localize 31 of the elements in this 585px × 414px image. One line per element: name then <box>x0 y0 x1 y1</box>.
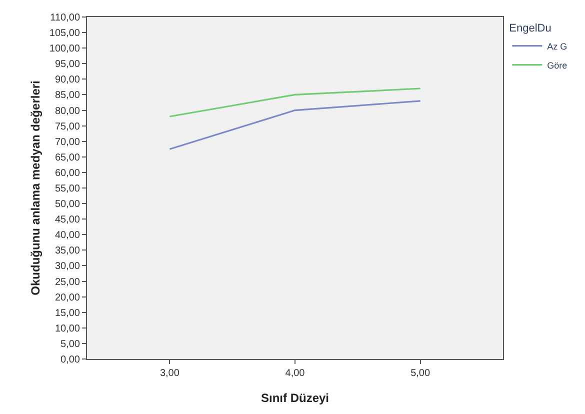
y-tick-label: 95,00 <box>54 59 80 70</box>
legend-label: Az G <box>547 41 568 52</box>
y-tick-label: 75,00 <box>54 121 80 132</box>
y-tick-label: 10,00 <box>54 323 80 334</box>
y-tick-label: 15,00 <box>54 308 80 319</box>
y-tick-label: 70,00 <box>54 136 80 148</box>
x-axis-title: Sınıf Düzeyi <box>260 390 330 405</box>
y-tick-label: 25,00 <box>54 276 80 288</box>
y-tick-label: 55,00 <box>54 184 80 194</box>
y-tick-label: 5,00 <box>60 338 80 350</box>
y-tick-label: 60,00 <box>54 168 80 179</box>
y-tick-label: 85,00 <box>54 90 80 102</box>
y-tick-label: 40,00 <box>54 230 80 242</box>
x-tick-label: 5,00 <box>410 368 430 379</box>
y-axis-title: Okuduğunu anlama medyan değerleri <box>28 80 43 296</box>
y-tick-label: 110,00 <box>50 12 80 24</box>
legend-title: EngelDu <box>509 22 552 34</box>
y-tick-label: 65,00 <box>54 152 80 164</box>
y-tick-label: 30,00 <box>54 261 80 272</box>
y-tick-label: 100,00 <box>49 44 80 55</box>
y-tick-label: 105,00 <box>49 28 80 40</box>
y-tick-label: 0,00 <box>60 354 80 366</box>
y-tick-label: 90,00 <box>54 74 80 86</box>
y-tick-label: 35,00 <box>54 246 80 257</box>
y-tick-label: 45,00 <box>54 214 80 226</box>
x-tick-label: 3,00 <box>160 368 180 379</box>
x-tick-label: 4,00 <box>285 368 306 379</box>
y-tick-label: 80,00 <box>54 106 80 117</box>
y-tick-label: 50,00 <box>54 199 80 210</box>
y-tick-label: 20,00 <box>54 292 80 304</box>
legend-label: Göre <box>547 60 568 70</box>
